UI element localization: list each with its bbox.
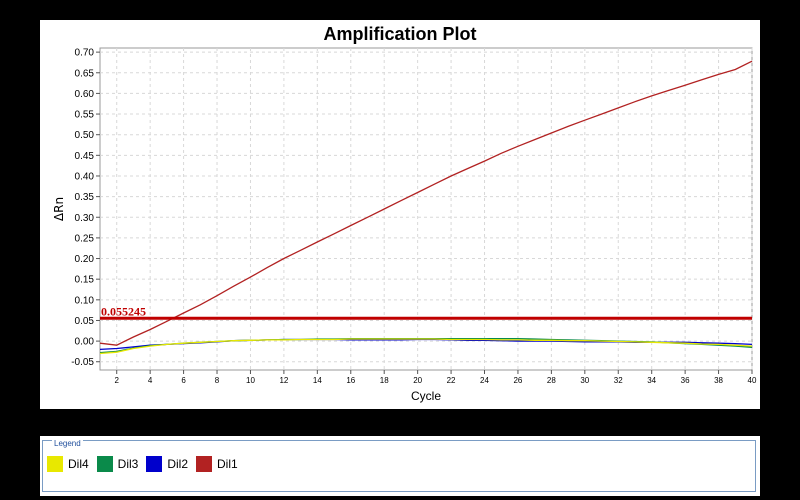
y-tick-label: 0.50 xyxy=(75,130,95,141)
threshold-label: 0.055245 xyxy=(101,304,146,318)
y-tick-label: 0.35 xyxy=(75,192,95,203)
y-tick-label: 0.45 xyxy=(75,151,95,162)
x-tick-label: 30 xyxy=(580,376,589,385)
y-axis-label: ΔRn xyxy=(52,197,66,221)
y-tick-label: 0.00 xyxy=(75,337,95,348)
series-line-dil1 xyxy=(99,60,753,346)
x-tick-label: 22 xyxy=(447,376,456,385)
x-tick-label: 34 xyxy=(647,376,656,385)
legend-swatch xyxy=(146,456,163,472)
legend-swatch xyxy=(96,456,113,472)
y-tick-label: 0.20 xyxy=(75,254,95,265)
y-tick-label: 0.10 xyxy=(75,295,95,306)
legend-label: Dil1 xyxy=(217,457,238,471)
x-tick-label: 4 xyxy=(148,376,153,385)
x-tick-label: 10 xyxy=(246,376,255,385)
x-axis-label: Cycle xyxy=(411,389,441,403)
x-tick-label: 18 xyxy=(380,376,389,385)
y-tick-label: 0.25 xyxy=(75,233,95,244)
legend-item[interactable]: Dil4 xyxy=(47,456,89,472)
chart-title: Amplification Plot xyxy=(324,24,477,44)
x-tick-label: 24 xyxy=(480,376,489,385)
legend-item[interactable]: Dil3 xyxy=(96,456,139,472)
x-tick-label: 16 xyxy=(346,376,355,385)
y-tick-label: 0.15 xyxy=(75,275,95,286)
x-tick-label: 2 xyxy=(114,376,119,385)
y-tick-label: 0.55 xyxy=(75,110,95,121)
x-tick-label: 8 xyxy=(215,376,220,385)
x-tick-label: 6 xyxy=(181,376,186,385)
legend-items: Dil4 Dil3 Dil2 Dil1 xyxy=(47,456,246,472)
legend-title: Legend xyxy=(52,439,83,448)
y-tick-label: 0.65 xyxy=(75,68,95,79)
y-tick-label: 0.30 xyxy=(75,213,95,224)
legend-item[interactable]: Dil2 xyxy=(146,456,188,472)
series-line-dil4 xyxy=(99,338,753,355)
y-tick-label: 0.05 xyxy=(75,316,95,327)
x-tick-label: 32 xyxy=(614,376,623,385)
x-tick-label: 38 xyxy=(714,376,723,385)
legend-label: Dil3 xyxy=(117,457,139,471)
y-tick-label: 0.40 xyxy=(75,171,95,182)
y-tick-label: -0.05 xyxy=(71,357,94,368)
x-tick-label: 36 xyxy=(681,376,690,385)
legend-swatch xyxy=(196,456,213,472)
x-tick-label: 28 xyxy=(547,376,556,385)
legend-swatch xyxy=(47,456,63,472)
legend-label: Dil4 xyxy=(68,457,89,471)
legend-item[interactable]: Dil1 xyxy=(196,456,238,472)
y-tick-label: 0.70 xyxy=(75,48,95,59)
legend-box: Legend Dil4 Dil3 Dil2 Dil1 xyxy=(42,440,756,492)
amplification-plot-panel: Amplification Plot -0.05 0.00 0.05 0.10 0.15 0… xyxy=(40,20,760,409)
legend-label: Dil2 xyxy=(167,457,189,471)
x-tick-label: 12 xyxy=(279,376,288,385)
legend-panel: Legend Dil4 Dil3 Dil2 Dil1 xyxy=(40,436,760,496)
plot-area xyxy=(99,47,753,371)
x-tick-label: 26 xyxy=(513,376,522,385)
x-tick-label: 20 xyxy=(413,376,422,385)
x-tick-label: 14 xyxy=(313,376,322,385)
x-tick-label: 40 xyxy=(748,376,757,385)
y-tick-label: 0.60 xyxy=(75,89,95,100)
amplification-plot-chart: Amplification Plot -0.05 0.00 0.05 0.10 0.15 0… xyxy=(52,24,757,403)
